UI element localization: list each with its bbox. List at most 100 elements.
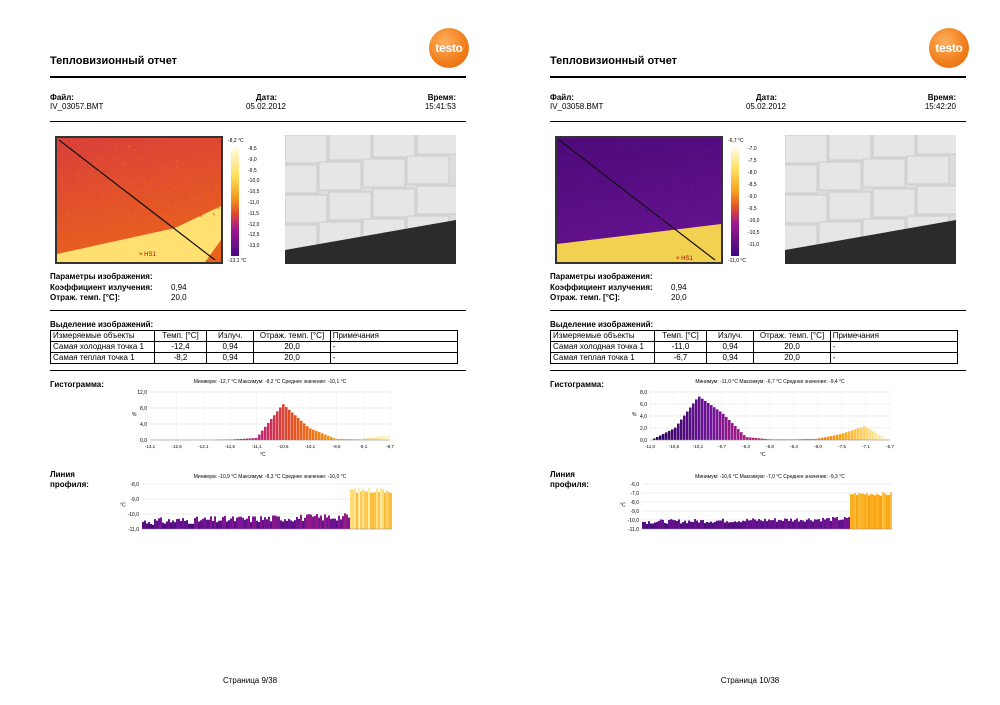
profile-bar [762,521,764,529]
profile-bar [284,519,286,529]
profile-bar [366,491,368,529]
file-rule [50,121,466,122]
scale-tick-label: -11,0 [248,200,260,206]
histogram-bar [261,430,264,440]
histogram-bar [671,429,674,440]
profile-bar [834,517,836,529]
profile-bar [832,516,834,529]
scale-tick-label: -13,0 [248,243,260,250]
profile-bar [176,519,178,529]
profile-bar [808,518,810,529]
histogram-label: Гистограмма: [550,380,604,389]
warm-region [57,206,221,262]
histogram-bar [818,438,821,440]
histogram-bar [378,436,381,440]
histogram-bar [869,429,872,440]
hotspot-marker: × HS1 [676,256,694,262]
histogram-bar [294,415,297,440]
profile-bar [738,521,740,529]
profile-bar [188,523,190,529]
profile-bar [666,523,668,529]
profile-bar [806,519,808,529]
hist-x-tick: -13,1 [145,444,156,449]
histogram-bar [665,432,668,440]
histogram-bar [363,438,366,440]
profile-bar [884,493,886,529]
histogram-bar [237,439,240,440]
params-rule [550,310,966,311]
profile-chart: -6,0 -7,0 -8,0 -9,0 -10,0 -11,0 °C [620,482,892,533]
profile-bar [866,493,868,529]
table-header-cell: Отраж. темп. [°C] [253,330,331,342]
hist-y-tick: 6,0 [640,402,647,408]
hist-x-tick: -12,1 [198,444,209,449]
table-cell: 0,94 [706,352,755,364]
profile-bar [360,491,362,529]
profile-bar [216,522,218,529]
profile-bar [390,492,392,529]
testo-logo: testo [929,28,969,68]
profile-bar [332,518,334,529]
profile-bar [266,519,268,529]
profile-bar [810,520,812,529]
histogram-bar [704,400,707,440]
table-header-cell: Измеряемые объекты [50,330,155,342]
profile-bar [372,492,374,529]
hist-y-tick: 4,0 [140,422,147,428]
profile-bar [172,520,174,529]
histogram-bar [372,437,375,440]
profile-bar [226,521,228,529]
histogram-bar [782,439,785,440]
histogram-bar [746,437,749,440]
profile-bar [850,494,852,529]
profile-bar [342,516,344,529]
profile-bar [202,518,204,529]
profile-y-tick: -9,0 [630,509,639,515]
histogram-bar [701,398,704,440]
hist-x-unit: °C [260,452,266,456]
scale-tick-label: -8,5 [748,182,757,188]
profile-bar [234,521,236,529]
histogram-bar [833,435,836,440]
table-cell: - [829,341,959,353]
profile-bar [228,520,230,529]
histogram-bar [698,396,701,440]
hist-x-tick: -9,3 [742,444,750,449]
histogram-bar [863,426,866,440]
histogram-bar [264,426,267,440]
profile-bar [756,520,758,529]
profile-bar [166,521,168,529]
histogram-bar [797,439,800,440]
profile-bar [860,493,862,529]
histogram-bar [740,432,743,440]
file-value: IV_03058.BMT [550,102,604,111]
histogram-bar [357,439,360,440]
hist-x-tick: -9,6 [333,444,341,449]
profile-bar [338,515,340,529]
profile-bar [318,517,320,529]
profile-bar [256,520,258,529]
histogram-bar [752,437,755,440]
profile-bar [344,513,346,529]
profile-y-tick: -10,0 [628,518,640,524]
profile-bar [784,518,786,529]
histogram-bar [243,438,246,440]
table-cell: -11,0 [653,341,708,353]
date-label: Дата: [255,93,278,102]
scale-tick-label: -7,5 [748,158,757,164]
profile-bar [682,522,684,529]
table-header-cell: Измеряемые объекты [550,330,655,342]
profile-bar [262,519,264,529]
table-cell: Самая теплая точка 1 [550,352,655,364]
hist-x-tick: -9,7 [718,444,726,449]
scale-tick-label: -10,0 [248,178,260,185]
histogram-bar [282,404,285,440]
profile-bar [352,489,354,529]
emissivity-label: Коэффициент излучения: [50,283,153,292]
profile-bar [836,517,838,529]
profile-bar [278,516,280,529]
histogram-bar [303,423,306,440]
histogram-bar [860,427,863,440]
profile-bar [294,520,296,529]
table-cell: -12,4 [153,341,208,353]
